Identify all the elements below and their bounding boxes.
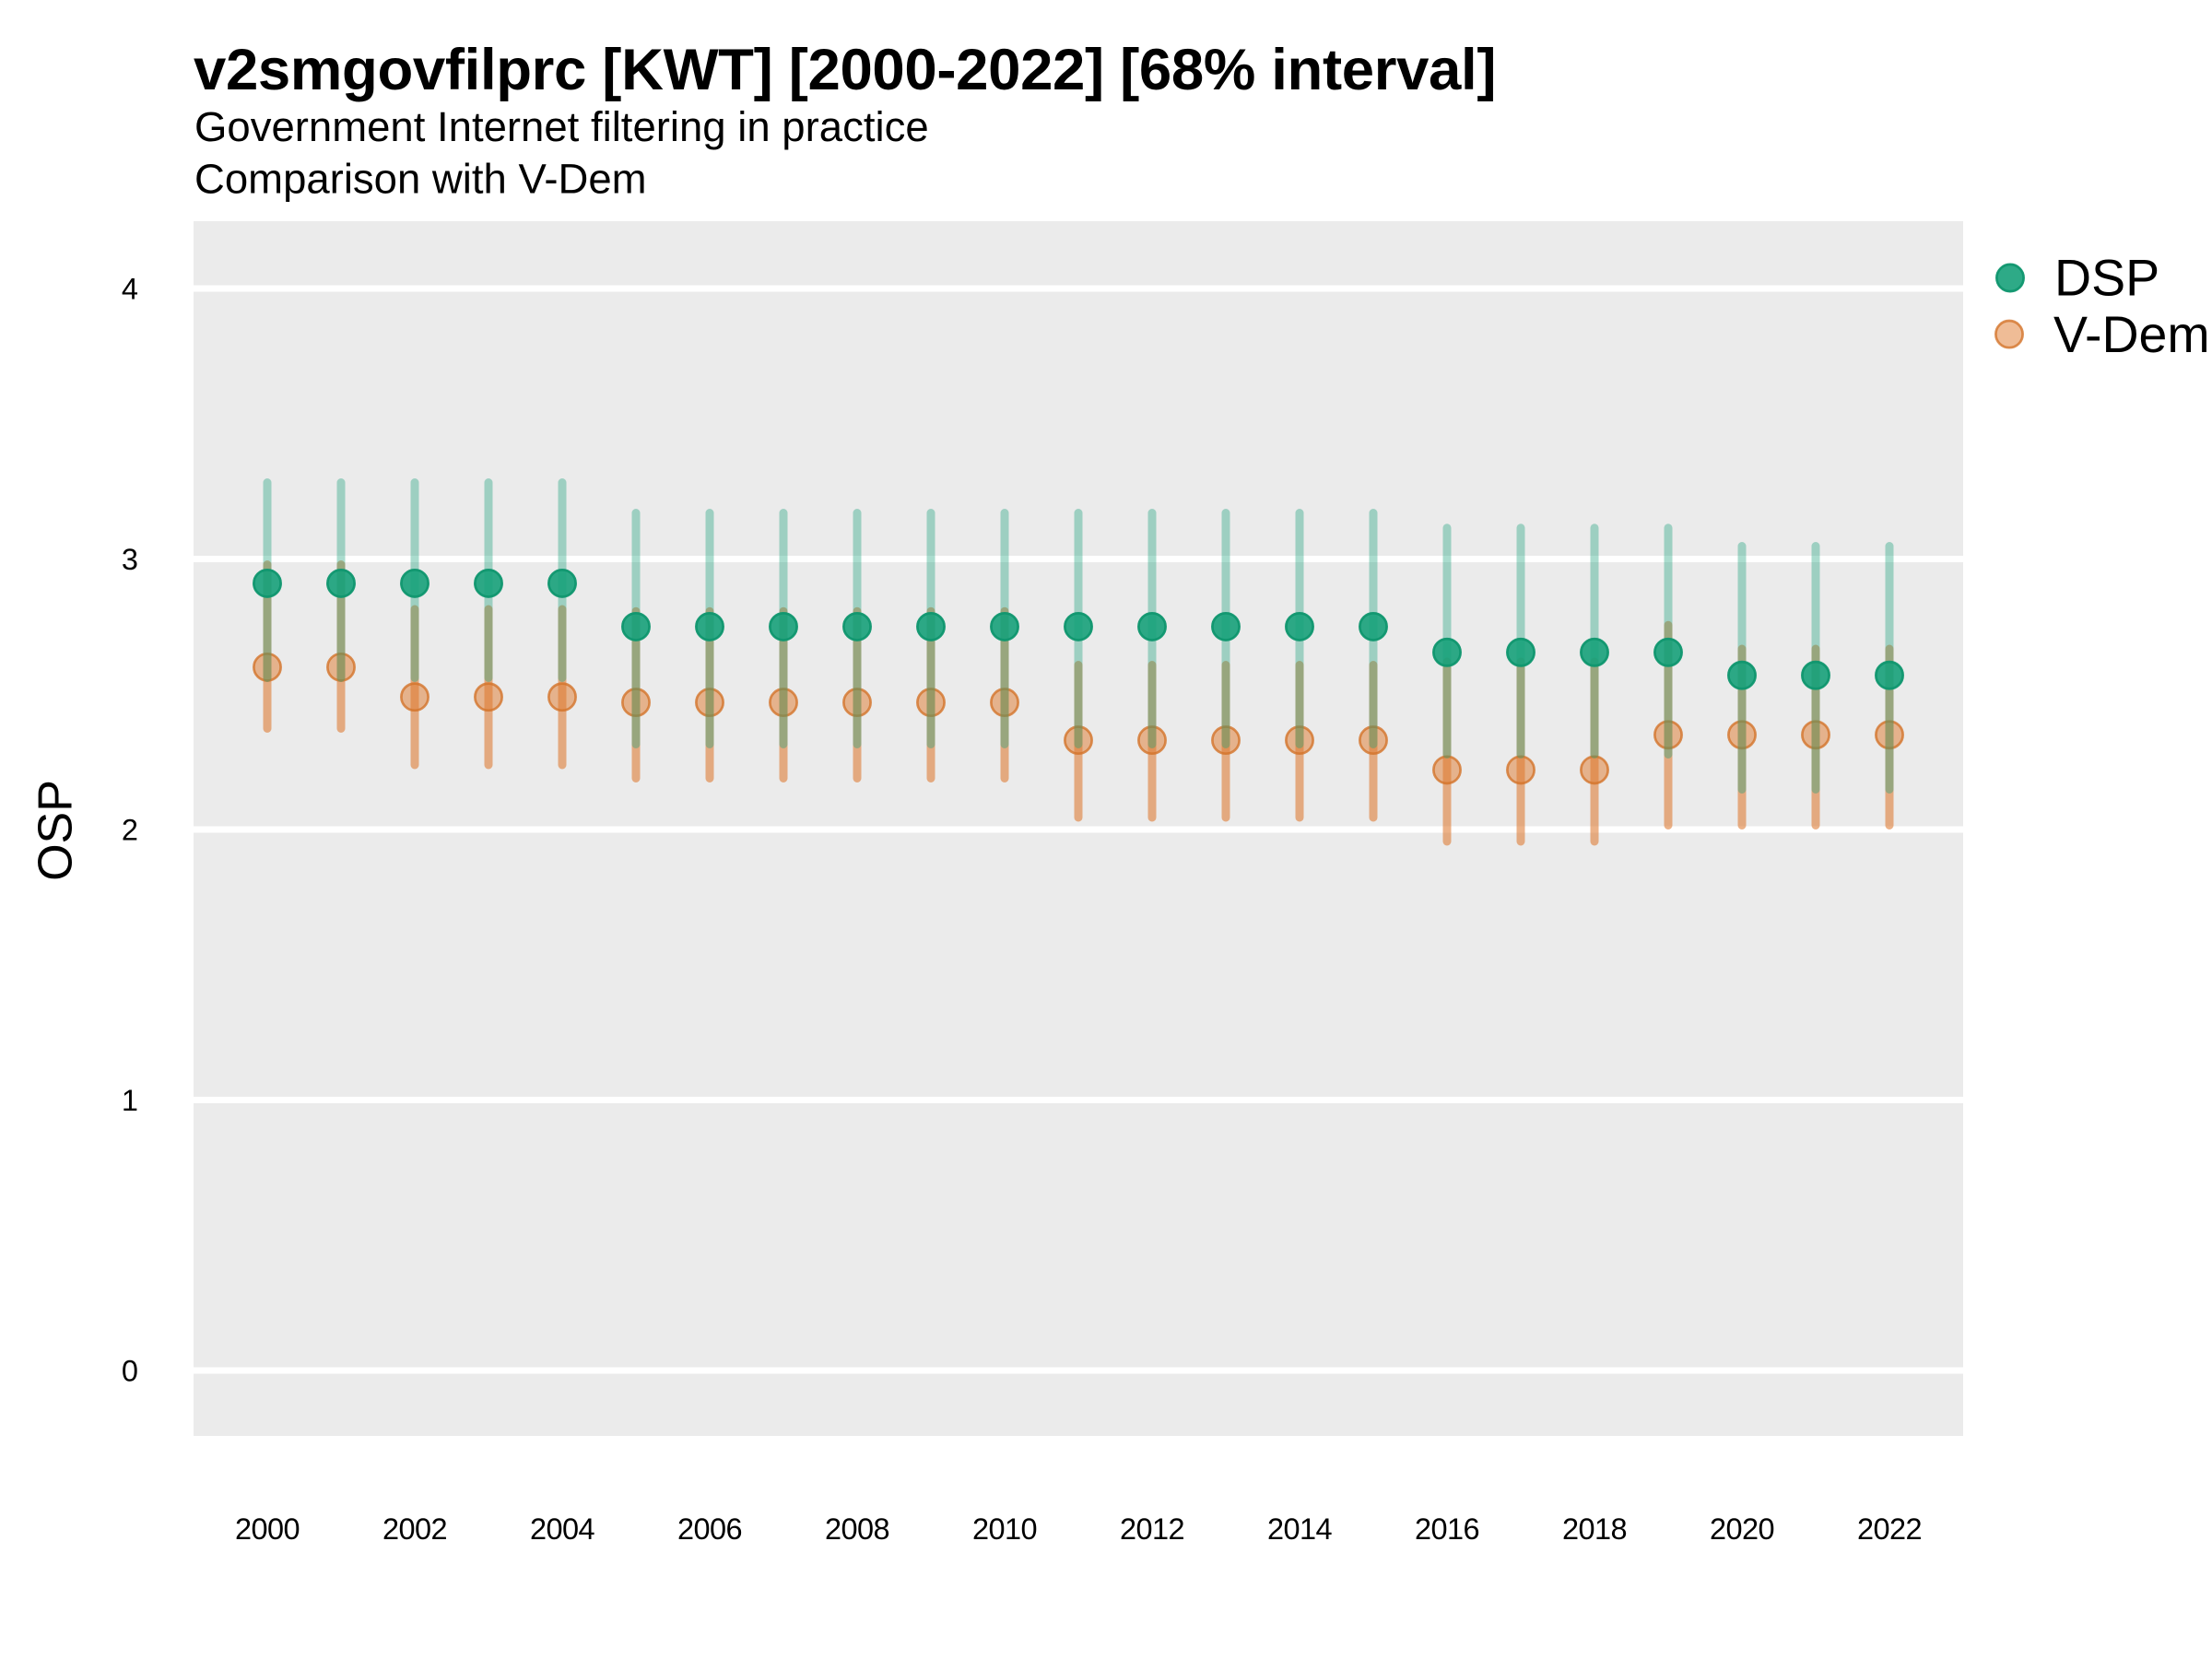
svg-text:2008: 2008 bbox=[825, 1512, 889, 1546]
svg-text:2022: 2022 bbox=[1857, 1512, 1922, 1546]
svg-text:2012: 2012 bbox=[1120, 1512, 1184, 1546]
svg-text:0: 0 bbox=[122, 1354, 138, 1387]
svg-text:1: 1 bbox=[122, 1084, 138, 1117]
svg-text:2004: 2004 bbox=[530, 1512, 594, 1546]
svg-text:V-Dem: V-Dem bbox=[2053, 306, 2210, 363]
svg-text:Comparison with V-Dem: Comparison with V-Dem bbox=[194, 156, 647, 203]
svg-text:2014: 2014 bbox=[1267, 1512, 1332, 1546]
svg-text:2000: 2000 bbox=[235, 1512, 300, 1546]
svg-text:2: 2 bbox=[122, 813, 138, 846]
svg-text:2016: 2016 bbox=[1415, 1512, 1479, 1546]
svg-text:v2smgovfilprc [KWT] [2000-2022: v2smgovfilprc [KWT] [2000-2022] [68% int… bbox=[194, 38, 1496, 102]
svg-text:2018: 2018 bbox=[1562, 1512, 1627, 1546]
svg-text:2020: 2020 bbox=[1710, 1512, 1774, 1546]
svg-text:DSP: DSP bbox=[2054, 250, 2159, 307]
svg-text:2006: 2006 bbox=[677, 1512, 742, 1546]
svg-text:2010: 2010 bbox=[972, 1512, 1037, 1546]
svg-text:3: 3 bbox=[122, 543, 138, 576]
svg-text:4: 4 bbox=[122, 272, 138, 305]
svg-text:2002: 2002 bbox=[382, 1512, 447, 1546]
svg-text:Government Internet filtering: Government Internet filtering in practic… bbox=[194, 103, 929, 150]
svg-text:OSP: OSP bbox=[29, 780, 83, 881]
